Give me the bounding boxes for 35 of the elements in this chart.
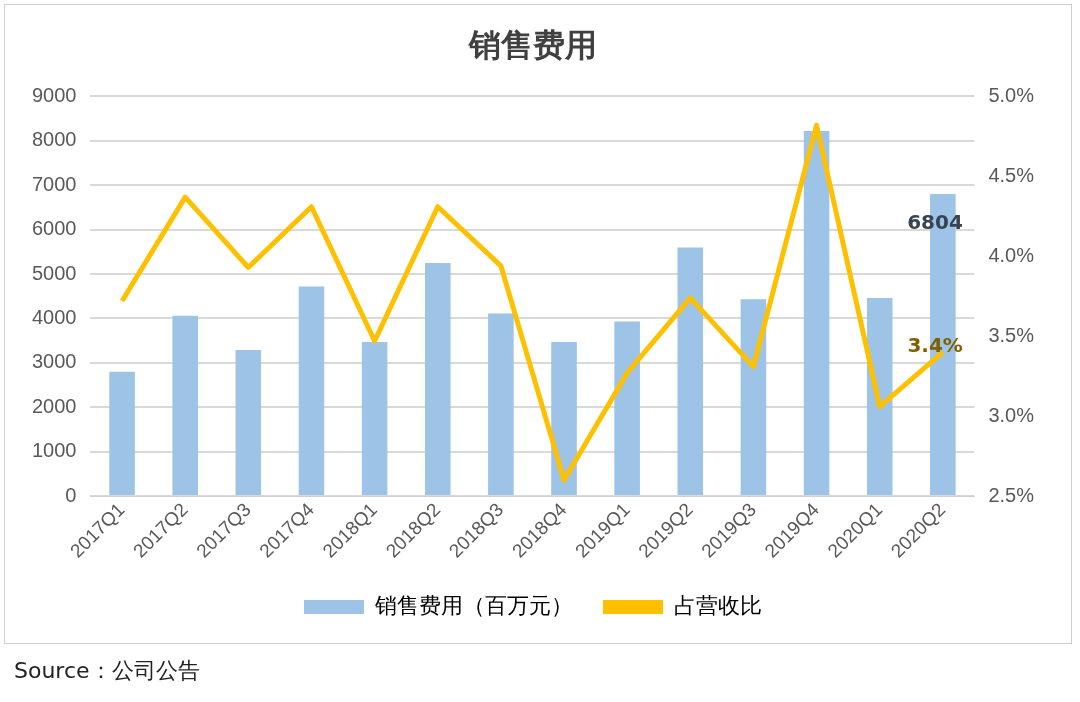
bar: [361, 341, 388, 496]
y-tick-label: 5000: [31, 261, 77, 284]
y2-tick-label: 2.5%: [988, 483, 1035, 506]
y-tick-label: 4000: [31, 305, 77, 328]
y2-tick-label: 5.0%: [988, 83, 1035, 106]
y-tick-label: 0: [65, 483, 77, 506]
bar: [488, 313, 514, 496]
legend-label: 占营收比: [674, 592, 762, 618]
bar: [803, 131, 830, 496]
bar: [109, 371, 135, 496]
bar: [677, 247, 704, 496]
y-tick-label: 6000: [31, 217, 77, 240]
bar: [614, 321, 640, 496]
chart-title: 销售费用: [467, 25, 597, 64]
bar: [424, 262, 451, 496]
y2-tick-label: 3.5%: [988, 323, 1035, 346]
bar: [866, 298, 893, 496]
y-tick-label: 8000: [31, 128, 77, 151]
bar: [235, 349, 262, 496]
data-label: 6804: [907, 210, 963, 235]
y-tick-label: 9000: [31, 83, 77, 106]
legend-label: 销售费用（百万元）: [374, 592, 573, 618]
y-tick-label: 7000: [31, 172, 77, 195]
bar: [740, 299, 767, 496]
source-note: Source：公司公告: [14, 657, 200, 685]
data-label: 3.4%: [907, 333, 963, 358]
y-tick-label: 2000: [31, 394, 77, 417]
y-tick-label: 1000: [31, 439, 77, 462]
bar: [298, 286, 325, 496]
y2-tick-label: 3.0%: [988, 403, 1035, 426]
bar: [172, 315, 198, 496]
y2-tick-label: 4.5%: [988, 163, 1035, 186]
bar: [551, 341, 577, 496]
y2-tick-label: 4.0%: [988, 243, 1035, 266]
y-tick-label: 3000: [31, 350, 77, 373]
